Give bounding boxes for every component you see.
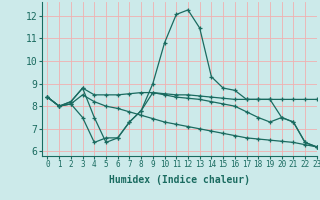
- X-axis label: Humidex (Indice chaleur): Humidex (Indice chaleur): [109, 175, 250, 185]
